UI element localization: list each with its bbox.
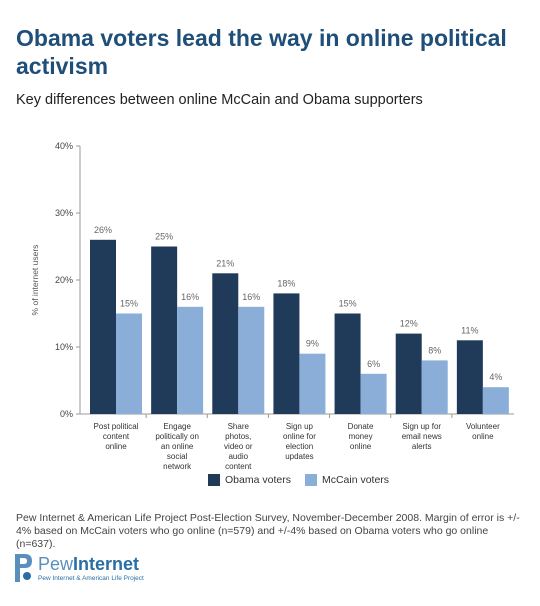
logo-word-light: Pew [38, 554, 74, 574]
category-label: alerts [412, 442, 432, 451]
bar-obama [456, 340, 483, 414]
category-label: money [349, 432, 373, 441]
data-label-mccain: 9% [306, 339, 319, 349]
chart-subtitle: Key differences between online McCain an… [16, 92, 423, 108]
category-label: updates [285, 452, 313, 461]
data-label-mccain: 16% [181, 292, 199, 302]
bar-mccain [360, 373, 387, 414]
category-label: social [167, 452, 188, 461]
bar-mccain [482, 387, 509, 414]
chart-title: Obama voters lead the way in online poli… [16, 25, 507, 79]
category-label: video or [224, 442, 253, 451]
category-label: Share [228, 422, 250, 431]
category-label: Sign up [286, 422, 314, 431]
pew-logo-icon [15, 554, 32, 582]
y-tick-label: 20% [55, 275, 73, 285]
data-label-obama: 12% [400, 319, 418, 329]
category-label: election [286, 442, 314, 451]
bar-obama [273, 293, 300, 414]
legend-swatch-mccain [304, 474, 317, 486]
data-label-mccain: 4% [489, 372, 502, 382]
legend-item-mccain: McCain voters [304, 474, 390, 486]
category-label: an online [161, 442, 194, 451]
y-tick-label: 10% [55, 342, 73, 352]
data-label-mccain: 16% [242, 292, 260, 302]
logo-tagline: Pew Internet & American Life Project [38, 575, 144, 582]
bar-mccain [299, 353, 326, 414]
logo-word-bold: Internet [73, 554, 140, 574]
category-label: online [350, 442, 372, 451]
y-tick-label: 0% [60, 409, 73, 419]
legend-swatch-obama [208, 474, 220, 486]
category-label: network [163, 462, 192, 470]
data-label-obama: 18% [277, 278, 295, 288]
data-label-mccain: 8% [428, 345, 441, 355]
pew-internet-logo[interactable]: PewInternet Pew Internet & American Life… [12, 552, 212, 592]
data-label-mccain: 6% [367, 359, 380, 369]
source-note: Pew Internet & American Life Project Pos… [16, 512, 520, 550]
category-label: Post political [94, 422, 139, 431]
category-label: photos, [225, 432, 251, 441]
category-label: online [105, 442, 127, 451]
logo-wordmark: PewInternet [38, 554, 139, 575]
data-label-obama: 25% [155, 232, 173, 242]
legend-item-obama: Obama voters [208, 474, 291, 486]
category-label: politically on [155, 432, 199, 441]
data-label-obama: 15% [339, 299, 357, 309]
category-label: Sign up for [402, 422, 441, 431]
data-label-mccain: 15% [120, 299, 138, 309]
category-label: content [225, 462, 252, 470]
category-label: Donate [348, 422, 374, 431]
category-label: online for [283, 432, 316, 441]
bar-mccain [421, 360, 448, 414]
category-label: email news [402, 432, 442, 441]
bar-obama [334, 313, 361, 414]
y-tick-label: 30% [55, 208, 73, 218]
bar-obama [151, 246, 178, 414]
category-label: Engage [163, 422, 191, 431]
data-label-obama: 11% [461, 325, 478, 335]
y-tick-label: 40% [55, 141, 73, 151]
category-label: content [103, 432, 130, 441]
bar-mccain [238, 306, 265, 414]
data-label-obama: 26% [94, 225, 112, 235]
bar-obama [395, 333, 422, 414]
data-label-obama: 21% [216, 258, 234, 268]
bar-mccain [116, 313, 142, 414]
chart-legend: Obama voters McCain voters [208, 474, 389, 486]
legend-label-obama: Obama voters [225, 474, 291, 486]
y-axis-label: % of internet users [30, 245, 40, 316]
bar-chart: 0% 10% 20% 30% 40% % of internet users 26% 15%… [30, 141, 514, 470]
bar-mccain [177, 306, 204, 414]
legend-label-mccain: McCain voters [321, 474, 390, 486]
category-label: audio [228, 452, 248, 461]
bar-obama [212, 273, 239, 414]
bar-obama [90, 239, 116, 414]
category-label: Volunteer [466, 422, 500, 431]
category-label: online [472, 432, 494, 441]
